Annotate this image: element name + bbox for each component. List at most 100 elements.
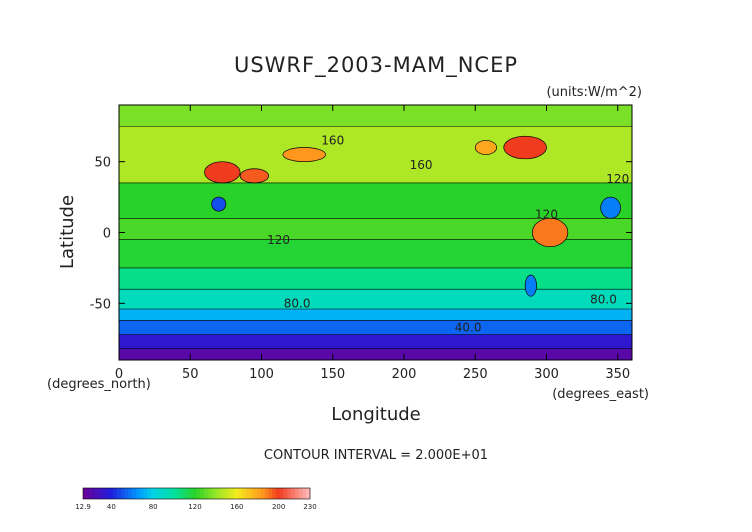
contour-label-4: 120 bbox=[267, 233, 290, 247]
colorbar-cell-2 bbox=[90, 488, 95, 499]
region-patch-0 bbox=[204, 161, 241, 184]
colorbar-cell-34 bbox=[211, 488, 216, 499]
colorbar-cell-53 bbox=[283, 488, 288, 499]
x-tick-label-7: 350 bbox=[605, 367, 630, 382]
colorbar bbox=[82, 487, 311, 500]
colorbar-cell-27 bbox=[185, 488, 190, 499]
colorbar-cell-30 bbox=[196, 488, 201, 499]
units-label: (units:W/m^2) bbox=[546, 85, 642, 100]
plot-area bbox=[119, 105, 632, 360]
colorbar-tick-label-3: 120 bbox=[188, 503, 201, 511]
colorbar-cell-33 bbox=[207, 488, 212, 499]
colorbar-cell-29 bbox=[192, 488, 197, 499]
latitude-band-1 bbox=[119, 334, 632, 349]
chart-title: USWRF_2003-MAM_NCEP bbox=[234, 53, 518, 78]
x-tick-label-5: 250 bbox=[463, 367, 488, 382]
colorbar-cell-49 bbox=[268, 488, 273, 499]
colorbar-cell-56 bbox=[294, 488, 299, 499]
colorbar-cell-36 bbox=[219, 488, 224, 499]
colorbar-cell-12 bbox=[128, 488, 133, 499]
colorbar-cell-40 bbox=[234, 488, 239, 499]
colorbar-cell-31 bbox=[200, 488, 205, 499]
y-axis-ticks: -50 0 50 bbox=[90, 156, 632, 312]
latitude-band-5 bbox=[119, 267, 632, 290]
region-patch-7 bbox=[600, 196, 621, 219]
colorbar-tick-label-5: 200 bbox=[272, 503, 285, 511]
colorbar-cell-19 bbox=[154, 488, 159, 499]
x-tick-label-2: 100 bbox=[249, 367, 274, 382]
colorbar-cell-22 bbox=[166, 488, 171, 499]
colorbar-cell-46 bbox=[257, 488, 262, 499]
colorbar-cell-54 bbox=[287, 488, 292, 499]
colorbar-cell-43 bbox=[245, 488, 250, 499]
colorbar-cell-20 bbox=[158, 488, 163, 499]
colorbar-cell-10 bbox=[120, 488, 125, 499]
contour-label-0: 160 bbox=[321, 134, 344, 148]
colorbar-cell-57 bbox=[298, 488, 303, 499]
colorbar-ticks: 12.9 40 80 120 160 200 230 bbox=[75, 503, 316, 511]
y-axis-label: Latitude bbox=[57, 195, 78, 269]
contour-label-7: 40.0 bbox=[455, 321, 482, 335]
contour-interval-text: CONTOUR INTERVAL = 2.000E+01 bbox=[264, 448, 488, 463]
colorbar-cell-11 bbox=[124, 488, 129, 499]
contour-label-6: 80.0 bbox=[590, 292, 617, 306]
contour-label-5: 80.0 bbox=[284, 297, 311, 311]
colorbar-cell-25 bbox=[177, 488, 182, 499]
colorbar-cell-9 bbox=[117, 488, 122, 499]
region-patch-8 bbox=[524, 274, 537, 297]
colorbar-cell-52 bbox=[279, 488, 284, 499]
x-tick-label-0: 0 bbox=[115, 367, 123, 382]
colorbar-cell-26 bbox=[181, 488, 186, 499]
colorbar-cell-50 bbox=[272, 488, 277, 499]
colorbar-cell-32 bbox=[204, 488, 209, 499]
contour-labels: 160 160 120 120 120 80.0 80.0 40.0 bbox=[267, 134, 629, 335]
colorbar-cell-58 bbox=[302, 488, 307, 499]
latitude-band-8 bbox=[119, 182, 632, 219]
colorbar-cell-42 bbox=[241, 488, 246, 499]
colorbar-cell-51 bbox=[275, 488, 281, 499]
x-axis-ticks: 0 50 100 150 200 250 300 350 bbox=[115, 105, 630, 382]
x-unit-note: (degrees_east) bbox=[552, 387, 649, 402]
latitude-band-7 bbox=[119, 218, 632, 240]
colorbar-cell-35 bbox=[215, 488, 220, 499]
colorbar-cell-45 bbox=[253, 488, 258, 499]
colorbar-cell-6 bbox=[105, 488, 110, 499]
region-patch-1 bbox=[239, 168, 269, 184]
colorbar-cell-8 bbox=[113, 488, 118, 499]
colorbar-cell-14 bbox=[135, 488, 141, 499]
colorbar-cell-4 bbox=[98, 488, 103, 499]
x-axis-label: Longitude bbox=[331, 404, 421, 425]
region-patch-4 bbox=[531, 217, 569, 248]
colorbar-cell-24 bbox=[173, 488, 178, 499]
colorbar-cell-7 bbox=[109, 488, 114, 499]
contour-label-3: 120 bbox=[606, 172, 629, 186]
latitude-band-4 bbox=[119, 289, 632, 309]
colorbar-tick-label-1: 40 bbox=[107, 503, 116, 511]
region-patch-3 bbox=[503, 135, 547, 160]
region-patch-5 bbox=[474, 140, 497, 155]
colorbar-cell-5 bbox=[101, 488, 106, 499]
colorbar-cell-1 bbox=[86, 488, 91, 499]
colorbar-frame bbox=[82, 487, 311, 500]
y-tick-label-2: 50 bbox=[94, 156, 111, 171]
contour-label-1: 160 bbox=[410, 158, 433, 172]
colorbar-cell-3 bbox=[94, 488, 99, 499]
latitude-band-9 bbox=[119, 126, 632, 183]
colorbar-cell-59 bbox=[306, 488, 311, 499]
colorbar-cell-16 bbox=[143, 488, 148, 499]
colorbar-cell-39 bbox=[230, 488, 235, 499]
regional-patches bbox=[204, 135, 621, 297]
colorbar-cell-38 bbox=[226, 488, 231, 499]
colorbar-cell-17 bbox=[147, 488, 152, 499]
x-tick-label-3: 150 bbox=[320, 367, 345, 382]
latitude-band-10 bbox=[119, 105, 632, 127]
colorbar-tick-label-0: 12.9 bbox=[75, 503, 91, 511]
colorbar-cell-41 bbox=[238, 488, 243, 499]
x-tick-label-6: 300 bbox=[534, 367, 559, 382]
latitude-band-2 bbox=[119, 320, 632, 335]
y-tick-label-1: 0 bbox=[103, 227, 111, 242]
colorbar-cell-47 bbox=[260, 488, 265, 499]
colorbar-tick-label-6: 230 bbox=[303, 503, 316, 511]
y-tick-label-0: -50 bbox=[90, 297, 111, 312]
colorbar-tick-label-4: 160 bbox=[230, 503, 243, 511]
